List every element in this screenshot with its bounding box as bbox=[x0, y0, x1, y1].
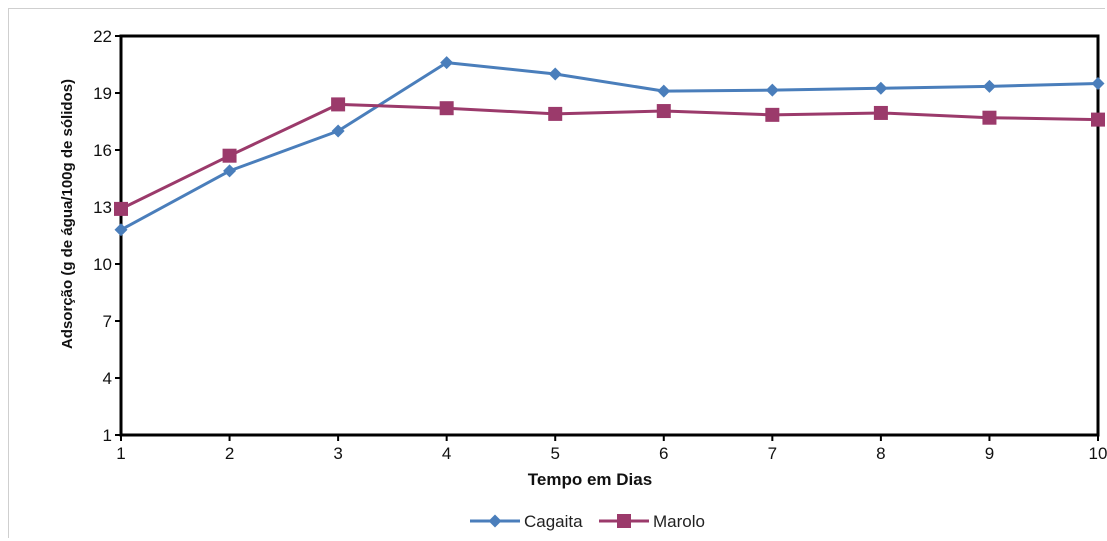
plot-border bbox=[119, 34, 1100, 437]
data-point bbox=[548, 106, 563, 121]
data-point bbox=[223, 164, 237, 178]
legend-item-marolo: Marolo bbox=[599, 512, 705, 531]
y-tick-label: 22 bbox=[93, 27, 112, 46]
legend-label: Marolo bbox=[653, 512, 705, 531]
data-point bbox=[331, 97, 346, 112]
legend: Cagaita Marolo bbox=[470, 512, 705, 531]
x-axis-label: Tempo em Dias bbox=[528, 470, 652, 489]
data-point bbox=[1091, 77, 1105, 90]
x-tick-label: 2 bbox=[225, 444, 234, 463]
series-marolo bbox=[114, 97, 1105, 216]
x-tick-label: 8 bbox=[876, 444, 885, 463]
data-point bbox=[1091, 112, 1105, 127]
data-point bbox=[222, 148, 237, 163]
chart-frame bbox=[8, 8, 1105, 538]
x-tick-label: 9 bbox=[985, 444, 994, 463]
data-point bbox=[331, 124, 345, 138]
legend-marker bbox=[488, 514, 502, 528]
data-point bbox=[765, 83, 779, 97]
series-line bbox=[120, 61, 1099, 232]
data-point bbox=[873, 105, 888, 120]
legend-marker bbox=[617, 514, 631, 528]
plot-area bbox=[119, 34, 1100, 437]
legend-label: Cagaita bbox=[524, 512, 583, 531]
data-point bbox=[439, 101, 454, 116]
y-axis-ticks: 1 4 7 10 13 16 19 22 bbox=[93, 27, 121, 445]
x-tick-label: 10 bbox=[1089, 444, 1107, 463]
x-axis-ticks: 1 2 3 4 5 6 7 8 9 10 bbox=[116, 435, 1107, 463]
x-tick-label: 6 bbox=[659, 444, 668, 463]
y-tick-label: 19 bbox=[93, 84, 112, 103]
legend-item-cagaita: Cagaita bbox=[470, 512, 583, 531]
series-line bbox=[120, 102, 1099, 211]
data-point bbox=[114, 223, 128, 237]
y-tick-label: 13 bbox=[93, 198, 112, 217]
y-tick-label: 16 bbox=[93, 141, 112, 160]
data-point bbox=[874, 81, 888, 95]
data-point bbox=[440, 56, 454, 70]
x-tick-label: 3 bbox=[333, 444, 342, 463]
y-tick-label: 7 bbox=[103, 312, 112, 331]
x-tick-label: 5 bbox=[550, 444, 559, 463]
x-tick-label: 1 bbox=[116, 444, 125, 463]
data-point bbox=[656, 104, 671, 119]
x-tick-label: 7 bbox=[768, 444, 777, 463]
y-tick-label: 4 bbox=[103, 369, 112, 388]
y-tick-label: 1 bbox=[103, 426, 112, 445]
data-point bbox=[114, 201, 128, 216]
y-tick-label: 10 bbox=[93, 255, 112, 274]
data-point bbox=[982, 79, 996, 93]
data-point bbox=[982, 110, 997, 125]
data-point bbox=[548, 67, 562, 81]
series-cagaita bbox=[114, 56, 1105, 237]
data-point bbox=[657, 84, 671, 98]
series-layer bbox=[114, 56, 1105, 237]
x-tick-label: 4 bbox=[442, 444, 451, 463]
y-axis-label: Adsorção (g de água/100g de sólidos) bbox=[59, 79, 76, 349]
data-point bbox=[765, 107, 780, 122]
